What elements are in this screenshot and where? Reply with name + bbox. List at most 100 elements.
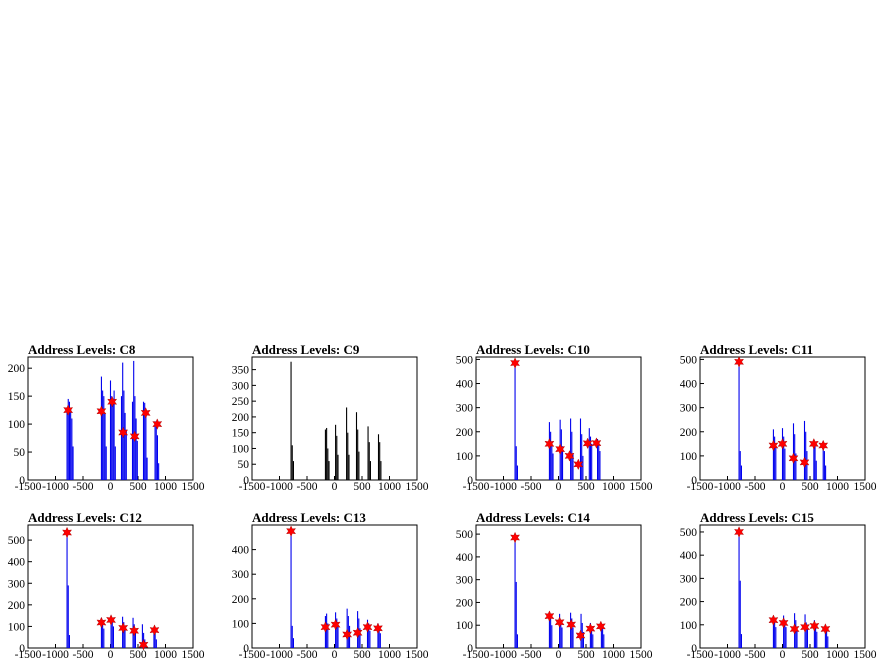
peak-marker	[768, 439, 779, 452]
y-tick-label: 500	[456, 529, 474, 541]
x-tick-label: 500	[801, 481, 819, 493]
x-tick-label: -1000	[42, 649, 69, 661]
peak-marker	[554, 616, 565, 628]
x-tick-label: -500	[520, 481, 541, 493]
y-tick-label: 200	[8, 363, 26, 375]
y-tick-label: 100	[232, 618, 250, 630]
chart-panel-2: Address Levels: C10 0 100 200 300 400 500 -1500…	[456, 342, 653, 493]
x-tick-label: -1500	[687, 649, 714, 661]
peak-marker	[777, 438, 788, 450]
x-tick-label: 1500	[630, 481, 653, 493]
chart-title: Address Levels: C13	[252, 510, 366, 525]
x-tick-label: 1000	[826, 649, 849, 661]
peak-marker	[809, 620, 820, 632]
x-tick-label: 500	[129, 649, 147, 661]
y-tick-label: 300	[456, 575, 474, 587]
peak-marker	[373, 622, 383, 635]
y-tick-label: 300	[8, 578, 26, 590]
x-tick-label: 500	[801, 649, 819, 661]
peak-marker	[768, 614, 779, 626]
y-tick-label: 100	[8, 419, 26, 431]
y-tick-label: 150	[232, 428, 250, 440]
peak-marker	[573, 458, 584, 471]
peak-marker	[96, 405, 107, 417]
plot-frame	[251, 356, 418, 481]
peak-marker	[566, 618, 577, 631]
y-tick-label: 0	[243, 643, 249, 655]
peak-marker	[585, 622, 596, 635]
x-tick-label: 1000	[602, 481, 625, 493]
y-tick-label: 100	[680, 620, 698, 632]
y-tick-label: 400	[456, 379, 474, 391]
x-tick-label: 1000	[378, 481, 401, 493]
peak-marker	[352, 627, 363, 639]
y-tick-label: 400	[8, 557, 26, 569]
chart-panel-0: Address Levels: C8 0 50 100 150 200 -1500 -1000…	[8, 342, 205, 493]
peak-marker	[789, 623, 800, 635]
chart-title: Address Levels: C15	[700, 510, 814, 525]
y-tick-label: 200	[232, 412, 250, 424]
y-tick-label: 100	[456, 451, 474, 463]
peak-marker	[362, 621, 373, 633]
peak-marker	[595, 620, 606, 633]
y-tick-label: 300	[232, 380, 250, 392]
y-tick-label: 350	[232, 365, 250, 377]
x-tick-label: 1500	[630, 649, 653, 661]
peak-marker	[820, 623, 831, 635]
y-tick-label: 400	[456, 552, 474, 564]
y-tick-label: 400	[680, 379, 698, 391]
y-tick-label: 200	[456, 427, 474, 439]
y-tick-label: 500	[680, 354, 698, 366]
plot-frame	[251, 524, 418, 649]
y-tick-label: 150	[8, 391, 26, 403]
x-tick-label: 1500	[854, 649, 877, 661]
y-tick-label: 50	[14, 447, 26, 459]
chart-title: Address Levels: C8	[28, 342, 136, 357]
peak-marker	[140, 407, 151, 419]
x-tick-label: 1000	[378, 649, 401, 661]
peak-marker	[555, 443, 566, 455]
y-tick-label: 0	[467, 643, 473, 655]
x-tick-label: 0	[332, 481, 338, 493]
peak-marker	[818, 439, 829, 452]
y-tick-label: 100	[232, 443, 250, 455]
peak-marker	[510, 357, 520, 369]
y-tick-label: 0	[691, 475, 697, 487]
x-tick-label: 1500	[406, 649, 429, 661]
x-tick-label: -1500	[239, 649, 266, 661]
x-tick-label: 1000	[826, 481, 849, 493]
x-tick-label: -1500	[687, 481, 714, 493]
chart-title: Address Levels: C9	[252, 342, 360, 357]
plot-frame	[699, 524, 866, 649]
y-tick-label: 50	[238, 459, 250, 471]
x-tick-label: 1500	[406, 481, 429, 493]
chart-panel-5: Address Levels: C13 0 100 200 300 400 -1500 -10…	[232, 510, 429, 661]
x-tick-label: -1500	[239, 481, 266, 493]
x-tick-label: 1000	[154, 481, 177, 493]
plot-frame	[475, 356, 642, 481]
y-tick-label: 200	[680, 427, 698, 439]
x-tick-label: -1000	[490, 649, 517, 661]
x-tick-label: -500	[520, 649, 541, 661]
peak-marker	[734, 526, 744, 538]
chart-panel-3: Address Levels: C11 0 100 200 300 400 500 -1500…	[680, 342, 877, 493]
x-tick-label: -1500	[463, 481, 490, 493]
x-tick-label: -500	[296, 649, 317, 661]
peak-marker	[330, 618, 341, 631]
x-tick-label: 0	[780, 481, 786, 493]
chart-title: Address Levels: C11	[700, 342, 813, 357]
chart-title: Address Levels: C12	[28, 510, 142, 525]
peak-marker	[138, 639, 149, 651]
x-tick-label: 1500	[182, 481, 205, 493]
peak-marker	[799, 456, 810, 469]
plot-frame	[475, 524, 642, 649]
x-tick-label: 1000	[154, 649, 177, 661]
y-tick-label: 200	[456, 597, 474, 609]
x-tick-label: -500	[744, 481, 765, 493]
peak-marker	[320, 621, 331, 633]
peak-marker	[808, 438, 819, 450]
peak-marker	[564, 450, 575, 462]
peak-marker	[544, 610, 555, 622]
x-tick-label: -500	[744, 649, 765, 661]
x-tick-label: 0	[556, 649, 562, 661]
